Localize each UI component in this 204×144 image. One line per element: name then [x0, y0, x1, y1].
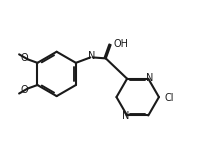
Text: OH: OH: [114, 39, 129, 49]
Text: O: O: [21, 85, 28, 95]
Text: N: N: [88, 51, 95, 61]
Text: Cl: Cl: [164, 93, 174, 103]
Text: O: O: [21, 53, 28, 63]
Text: N: N: [122, 111, 129, 121]
Text: N: N: [146, 73, 154, 83]
